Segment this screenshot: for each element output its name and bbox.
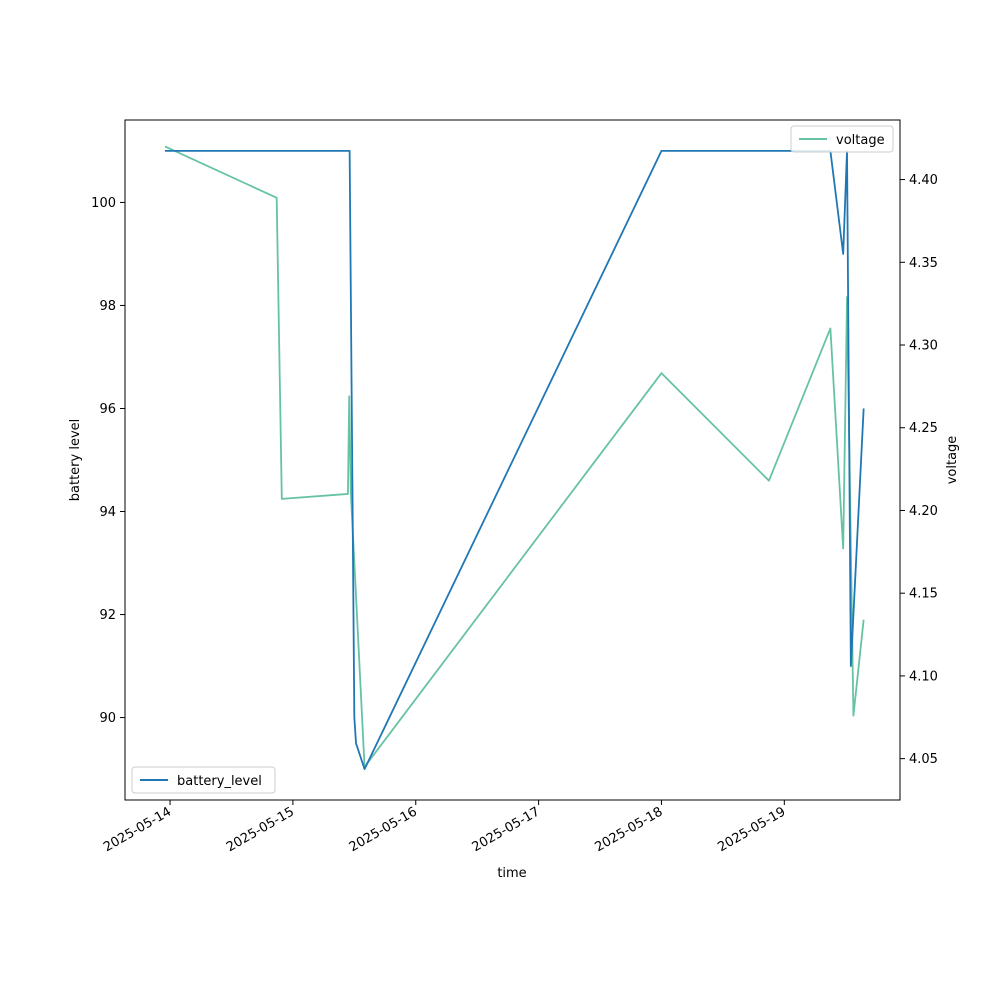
right-y-tick-label: 4.10 xyxy=(909,669,938,684)
right-y-tick-label: 4.05 xyxy=(909,752,938,767)
right-y-axis-ticks: 4.05 4.10 4.15 4.20 4.25 4.30 4.35 4.40 xyxy=(900,173,938,767)
right-y-tick-label: 4.20 xyxy=(909,504,938,519)
legend-battery-level: battery_level xyxy=(131,766,276,794)
left-y-tick-label: 90 xyxy=(99,711,116,726)
right-y-axis-label: voltage xyxy=(945,436,960,485)
x-axis-ticks: 2025-05-14 2025-05-15 2025-05-16 2025-05-17… xyxy=(101,800,788,855)
right-y-tick-label: 4.15 xyxy=(909,587,938,602)
left-y-tick-label: 96 xyxy=(99,402,116,417)
x-axis-label: time xyxy=(497,866,526,881)
series-line-battery-level xyxy=(164,150,865,770)
plot-frame xyxy=(124,119,901,801)
x-tick-label: 2025-05-15 xyxy=(224,804,297,855)
legend-battery-level-label: battery_level xyxy=(177,774,262,789)
legend-voltage-box xyxy=(790,125,894,153)
x-tick-label: 2025-05-18 xyxy=(593,804,666,855)
series-lines xyxy=(164,145,865,770)
left-y-tick-label: 94 xyxy=(99,505,116,520)
legend-voltage-label: voltage xyxy=(836,133,885,148)
left-y-tick-label: 92 xyxy=(99,608,116,623)
right-y-tick-label: 4.30 xyxy=(909,339,938,354)
left-y-tick-label: 100 xyxy=(91,196,116,211)
left-y-tick-label: 98 xyxy=(99,299,116,314)
left-y-axis-label: battery level xyxy=(68,419,83,502)
x-tick-label: 2025-05-19 xyxy=(715,804,788,855)
x-tick-label: 2025-05-14 xyxy=(101,804,174,855)
series-line-voltage xyxy=(164,145,865,768)
x-tick-label: 2025-05-17 xyxy=(470,804,543,855)
legend-battery-level-box xyxy=(131,766,276,794)
x-tick-label: 2025-05-16 xyxy=(347,804,420,855)
left-y-axis-ticks: 90 92 94 96 98 100 xyxy=(91,196,125,726)
right-y-tick-label: 4.25 xyxy=(909,421,938,436)
right-y-tick-label: 4.35 xyxy=(909,256,938,271)
right-y-tick-label: 4.40 xyxy=(909,173,938,188)
legend-voltage: voltage xyxy=(790,125,894,153)
